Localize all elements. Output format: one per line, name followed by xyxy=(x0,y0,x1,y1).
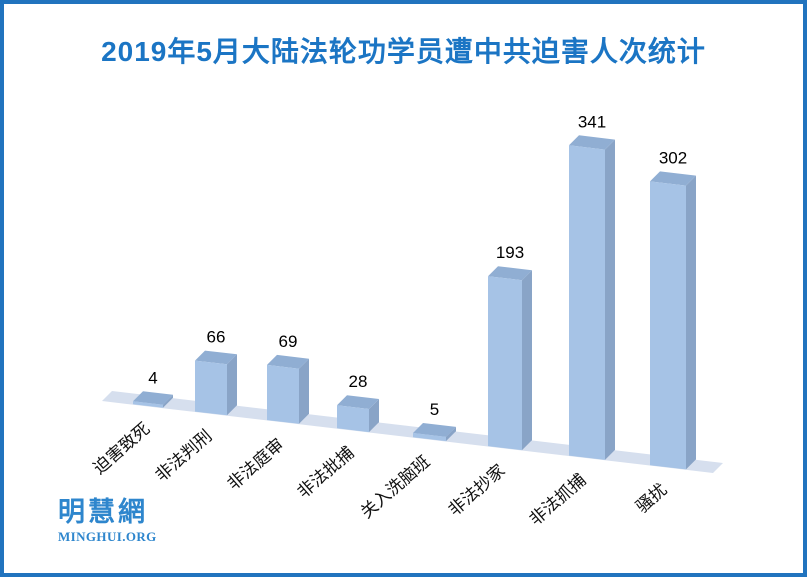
bar-top-face xyxy=(488,266,532,281)
value-label: 28 xyxy=(349,372,368,391)
bar-front-face xyxy=(650,181,686,470)
bar-front-face xyxy=(195,360,227,416)
bar-front-face xyxy=(569,145,605,460)
value-label: 66 xyxy=(207,328,226,347)
bar-top-face xyxy=(569,135,615,150)
bar-front-face xyxy=(413,433,446,442)
bar-top-face xyxy=(195,350,237,365)
bar-top-face xyxy=(267,354,309,369)
category-label: 非法抓捕 xyxy=(526,470,590,529)
bar-side-face xyxy=(686,175,696,470)
category-label: 骚扰 xyxy=(632,480,670,517)
category-label: 非法抄家 xyxy=(445,461,509,520)
bar-side-face xyxy=(163,394,173,408)
bar-front-face xyxy=(337,405,369,433)
bar-side-face xyxy=(227,354,237,416)
chart-title: 2019年5月大陆法轮功学员遭中共迫害人次统计 xyxy=(101,36,706,67)
value-label: 193 xyxy=(496,243,524,262)
chart-floor xyxy=(102,391,723,473)
value-label: 302 xyxy=(659,148,687,167)
category-label: 非法庭审 xyxy=(224,435,288,494)
minghui-logo: 明慧網 MINGHUI.ORG xyxy=(58,497,157,545)
category-label: 非法判刑 xyxy=(152,426,216,485)
bar-front-face xyxy=(488,276,522,451)
category-label: 关入洗脑班 xyxy=(357,452,434,522)
logo-chinese-text: 明慧網 xyxy=(58,497,148,527)
bar-top-face xyxy=(337,395,379,409)
value-label: 4 xyxy=(148,368,157,387)
bar-side-face xyxy=(299,358,309,424)
value-label: 341 xyxy=(578,112,606,131)
bar-top-face xyxy=(650,171,696,186)
category-label: 非法批捕 xyxy=(294,443,358,502)
bar-side-face xyxy=(522,270,532,451)
value-label: 69 xyxy=(279,332,298,351)
value-label: 5 xyxy=(430,400,439,419)
bar-front-face xyxy=(267,364,299,424)
logo-domain-text: MINGHUI.ORG xyxy=(58,528,157,544)
bar-top-face xyxy=(413,423,456,437)
bar-side-face xyxy=(605,139,615,460)
bar-top-face xyxy=(133,391,173,405)
bar-side-face xyxy=(446,426,456,442)
bar-side-face xyxy=(369,399,379,433)
category-label: 迫害致死 xyxy=(90,419,154,478)
bar-front-face xyxy=(133,401,163,408)
